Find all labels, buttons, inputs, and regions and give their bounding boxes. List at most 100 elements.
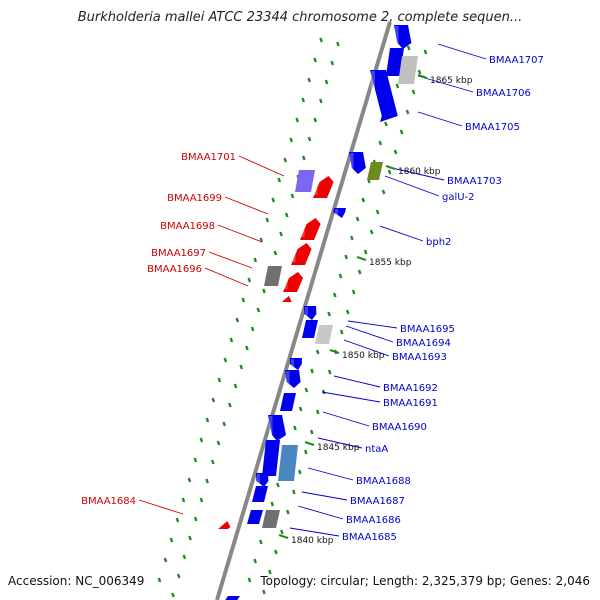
tick-mark — [262, 288, 266, 294]
gene-label: BMAA1698 — [160, 221, 215, 232]
tick-mark — [268, 569, 272, 575]
tick-mark — [277, 177, 282, 183]
connector-line — [204, 267, 249, 287]
tick-mark — [315, 349, 320, 355]
tick-mark — [250, 326, 255, 332]
kbp-label: 1845 kbp — [317, 443, 360, 453]
kbp-tick — [356, 256, 367, 261]
gene-bmaa1697 — [264, 266, 282, 286]
connector-line — [379, 225, 424, 242]
gene-label: BMAA1701 — [181, 152, 236, 163]
tick-mark — [171, 592, 175, 598]
tick-mark — [253, 257, 258, 263]
tick-mark — [307, 136, 312, 142]
gene-bmaa1686 — [252, 486, 268, 502]
connector-line — [384, 175, 440, 197]
tick-mark — [313, 117, 318, 123]
gene-bmaa1687 — [256, 473, 269, 487]
tick-mark — [344, 254, 348, 260]
gene-label: BMAA1685 — [342, 532, 397, 543]
gene-label: BMAA1706 — [476, 88, 531, 99]
tick-mark — [222, 421, 227, 427]
tick-mark — [181, 497, 186, 503]
tick-mark — [280, 529, 284, 535]
tick-mark — [265, 217, 270, 223]
kbp-tick — [417, 74, 428, 79]
gene-bmaa1703 — [349, 152, 366, 174]
gene-bmaa1698 — [291, 243, 312, 265]
kbp-label: 1860 kbp — [398, 167, 441, 177]
tick-mark — [262, 589, 266, 595]
kbp-labels: 1865 kbp 1860 kbp 1855 kbp 1850 kbp 1845 kbp… — [278, 74, 473, 546]
tick-mark — [310, 368, 314, 374]
tick-mark — [307, 77, 311, 83]
tick-mark — [384, 121, 388, 127]
tick-mark — [253, 558, 258, 564]
tick-mark — [182, 554, 187, 560]
gene-label: BMAA1690 — [372, 422, 427, 433]
tick-mark — [286, 509, 290, 515]
tick-mark — [199, 437, 204, 443]
tick-mark — [351, 289, 356, 295]
connector-line — [343, 339, 390, 357]
gene-label: BMAA1691 — [383, 398, 438, 409]
connector-line — [347, 320, 398, 329]
tick-mark — [205, 478, 209, 484]
tick-mark — [387, 169, 392, 175]
connector-line — [322, 411, 370, 427]
tick-mark — [157, 577, 162, 583]
gene-label: BMAA1703 — [447, 176, 502, 187]
tick-mark — [199, 497, 204, 503]
tick-mark — [378, 140, 383, 146]
gene-bmaa1693 — [315, 325, 333, 344]
tick-mark — [350, 235, 354, 241]
connector-line — [297, 505, 344, 520]
tick-mark — [357, 269, 362, 275]
tick-mark — [284, 212, 289, 218]
connector-line — [317, 437, 363, 449]
gene-bmaa1691 — [280, 393, 296, 411]
gene-label: BMAA1694 — [396, 338, 451, 349]
gene-bmaa1692 — [285, 370, 301, 388]
gene-bph2 — [333, 208, 346, 218]
gene-label: BMAA1695 — [400, 324, 455, 335]
tick-mark — [216, 440, 221, 446]
tick-mark — [210, 459, 215, 465]
gene-bmaa1701 — [313, 176, 334, 198]
kbp-tick — [329, 349, 340, 354]
connector-line — [333, 375, 381, 388]
tick-mark — [301, 155, 306, 161]
gene-bmaa1706-part — [386, 48, 404, 76]
tick-mark — [229, 337, 234, 343]
tick-mark — [176, 573, 181, 579]
tick-mark — [399, 129, 404, 135]
gene-bmaa1707 — [394, 25, 412, 49]
map-title: Burkholderia mallei ATCC 23344 chromosom… — [77, 10, 523, 25]
tick-mark — [338, 273, 343, 279]
connector-line — [417, 75, 474, 93]
tick-mark — [301, 97, 305, 103]
connector-line — [345, 325, 394, 343]
gene-bmaa1690 — [268, 415, 286, 441]
gene-label: BMAA1686 — [346, 515, 401, 526]
right-gene-labels: BMAA1707 BMAA1706 BMAA1705 BMAA1703 galU-2 bp… — [342, 55, 544, 543]
tick-mark — [163, 557, 168, 563]
gene-label: BMAA1697 — [151, 248, 206, 259]
gene-label: bph2 — [426, 237, 451, 248]
tick-mark — [345, 309, 350, 315]
tick-mark — [369, 229, 374, 235]
tick-mark — [332, 292, 337, 298]
tick-mark — [361, 197, 366, 203]
tick-mark — [247, 277, 252, 283]
tick-mark — [363, 249, 368, 255]
tick-mark — [339, 329, 344, 335]
tick-mark — [193, 457, 198, 463]
tick-mark — [175, 517, 180, 523]
tick-mark — [406, 45, 411, 51]
tick-mark — [298, 406, 303, 412]
tick-mark — [245, 345, 249, 351]
kbp-label: 1865 kbp — [430, 76, 473, 86]
tick-mark — [291, 489, 296, 495]
tick-mark — [283, 157, 288, 163]
